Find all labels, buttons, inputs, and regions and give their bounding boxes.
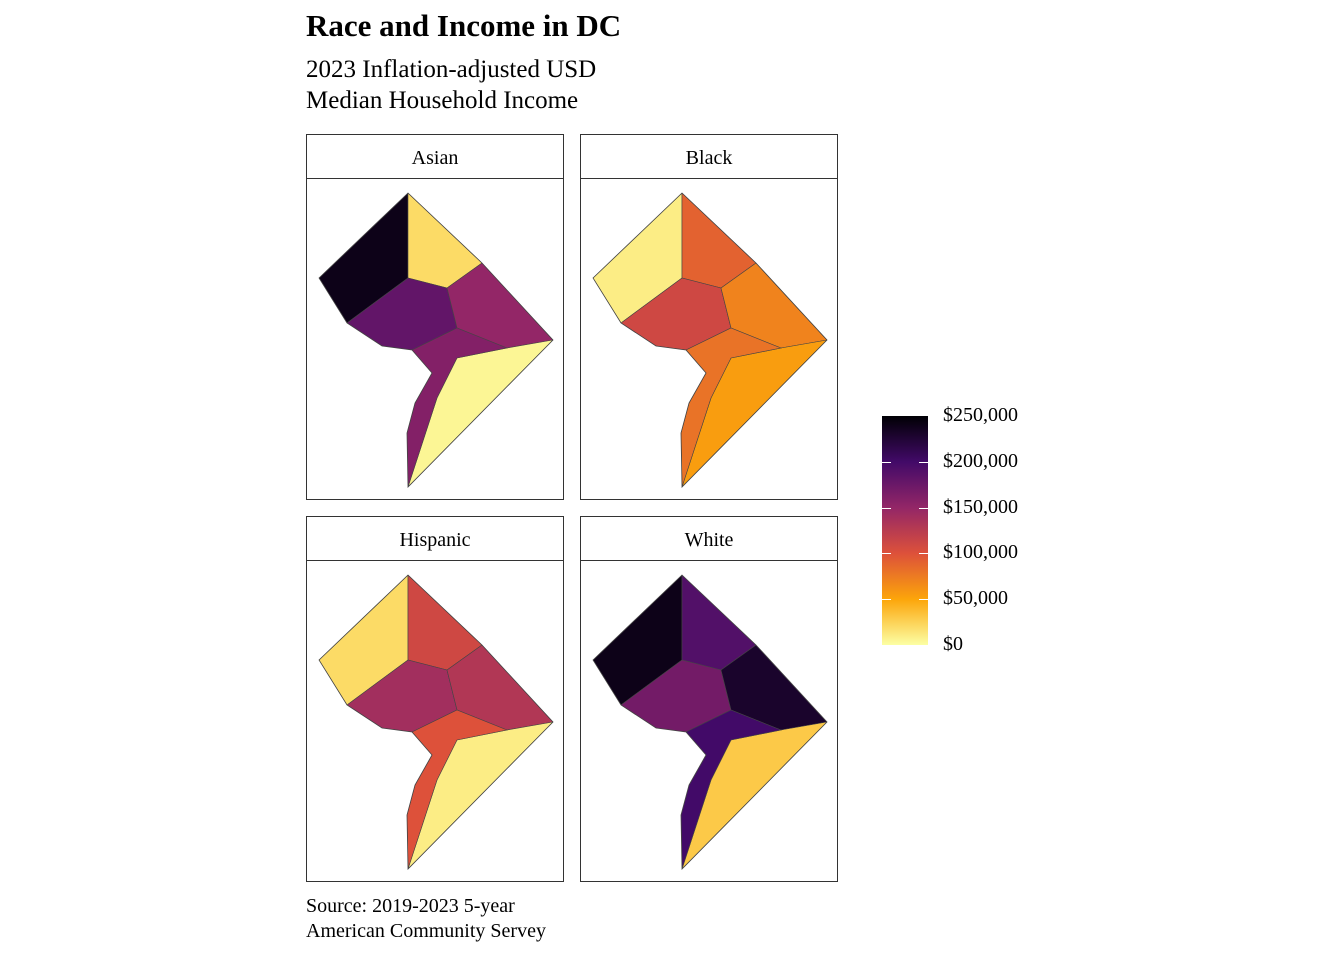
dc-map [592, 192, 828, 488]
dc-boundary [318, 192, 554, 488]
legend-tick-mark [919, 553, 928, 555]
legend-colorbar [882, 416, 928, 645]
caption-line-1: Source: 2019-2023 5-year [306, 895, 515, 917]
legend-tick-label: $200,000 [943, 449, 1018, 472]
legend-tick-label: $150,000 [943, 495, 1018, 518]
legend-tick-mark [919, 507, 928, 509]
legend-tick-mark [919, 599, 928, 601]
legend-tick-mark [882, 507, 891, 509]
dc-boundary [592, 192, 828, 488]
dc-map [318, 574, 554, 870]
dc-boundary [592, 574, 828, 870]
legend-tick-label: $100,000 [943, 541, 1018, 564]
facet-strip-asian: Asian [306, 134, 564, 179]
facet-strip-white: White [580, 516, 838, 561]
legend-tick-mark [919, 461, 928, 463]
chart-subtitle-line-1: 2023 Inflation-adjusted USD [306, 56, 597, 83]
facet-panel-asian [306, 178, 564, 500]
facet-panel-hispanic [306, 560, 564, 882]
chart-subtitle-line-2: Median Household Income [306, 87, 579, 114]
facet-panel-white [580, 560, 838, 882]
dc-map [318, 192, 554, 488]
caption-line-2: American Community Servey [306, 920, 546, 942]
chart-title: Race and Income in DC [306, 8, 622, 43]
facet-panel-black [580, 178, 838, 500]
legend-tick-label: $0 [943, 633, 963, 655]
dc-map [592, 574, 828, 870]
facet-strip-black: Black [580, 134, 838, 179]
facet-strip-hispanic: Hispanic [306, 516, 564, 561]
legend-tick-mark [882, 599, 891, 601]
legend-tick-mark [882, 553, 891, 555]
legend-tick-label: $250,000 [943, 404, 1018, 426]
legend-tick-label: $50,000 [943, 587, 1008, 610]
legend-tick-mark [882, 461, 891, 463]
dc-boundary [318, 574, 554, 870]
